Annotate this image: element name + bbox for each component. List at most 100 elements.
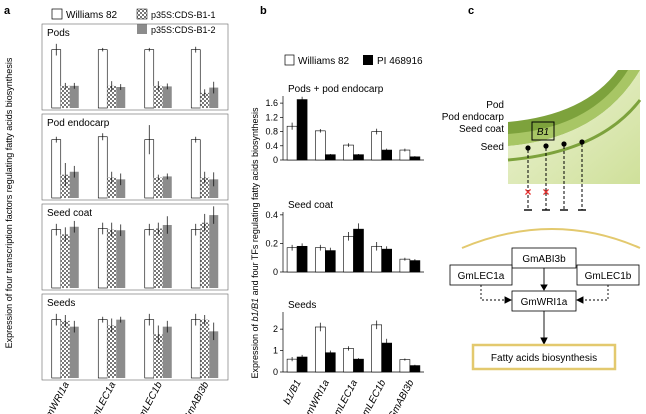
bar-williams-82-gmwri1a — [314, 130, 326, 161]
subplot-frame — [41, 113, 229, 201]
bar-pi-468916-gmlec1a — [353, 154, 364, 161]
bar-pi-468916-gmabi3b — [409, 365, 421, 373]
subplot-a-pod-endocarp: Pod endocarp — [41, 113, 229, 201]
bar-williams-82-b1-b1 — [286, 247, 298, 273]
bar-p35s-cds-b1-2-gmwri1a — [69, 326, 79, 378]
subplot-frame — [41, 293, 229, 381]
bar-p35s-cds-b1-1-gmlec1b — [153, 177, 163, 198]
panel-letter-a: a — [4, 5, 11, 17]
bar-williams-82-gmwri1a — [51, 229, 62, 289]
gene-b1-box — [531, 121, 555, 141]
pod-wall-outer — [508, 70, 640, 146]
y-tick-label: 0.2 — [265, 238, 278, 248]
subplot-title: Seeds — [47, 298, 75, 309]
bar-pi-468916-gmwri1a — [324, 250, 336, 273]
arrowhead-lec1a — [504, 296, 513, 304]
bar-p35s-cds-b1-1-gmlec1b — [153, 85, 163, 108]
bar-p35s-cds-b1-2-gmlec1b — [162, 225, 172, 288]
y-tick-label: 2 — [273, 324, 278, 334]
legend-label-williams82: Williams 82 — [66, 10, 118, 21]
bar-p35s-cds-b1-1-gmlec1b — [153, 334, 163, 378]
bar-p35s-cds-b1-1-gmwri1a — [60, 234, 70, 288]
x-tick-label-gmwri1a: GmWRI1a — [40, 380, 72, 414]
bar-pi-468916-b1-b1 — [296, 99, 308, 161]
panel-a: Williams 82 p35S:CDS-B1-1 p35S:CDS-B1-2 … — [4, 8, 229, 414]
bar-williams-82-gmabi3b — [190, 49, 201, 109]
legend-swatch-b1-2 — [137, 24, 147, 34]
bar-williams-82-gmabi3b — [190, 229, 201, 289]
cross-mark: × — [542, 185, 549, 199]
seed-dot — [543, 143, 549, 149]
node-gmwri1a-label: GmWRI1a — [521, 297, 568, 308]
bar-williams-82-gmlec1a — [343, 144, 354, 161]
bar-williams-82-gmwri1a — [51, 319, 62, 379]
bar-p35s-cds-b1-1-gmabi3b — [200, 177, 210, 198]
bar-williams-82-gmwri1a — [314, 326, 326, 373]
x-tick-label-gmlec1a: GmLEC1a — [329, 378, 361, 414]
y-tick-label: 0 — [273, 155, 278, 165]
subplot-title: Seed coat — [47, 208, 92, 219]
pod-endocarp-layer — [508, 70, 640, 146]
bar-pi-468916-b1-b1 — [296, 245, 308, 273]
bar-williams-82-gmlec1a — [97, 49, 108, 109]
bar-williams-82-gmabi3b — [190, 139, 201, 199]
bar-pi-468916-gmabi3b — [409, 260, 421, 273]
subplot-a-seeds: Seeds — [41, 293, 229, 381]
regulatory-arrows — [480, 268, 609, 346]
y-tick-label: 1.6 — [265, 98, 278, 108]
legend-label-pi468916: PI 468916 — [377, 56, 423, 67]
bar-williams-82-gmlec1a — [97, 319, 108, 379]
bar-williams-82-gmlec1a — [97, 228, 108, 289]
x-tick-label-gmlec1b: GmLEC1b — [133, 380, 165, 414]
legend-label-williams82-b: Williams 82 — [298, 56, 350, 67]
y-tick-label: 0 — [273, 267, 278, 277]
legend-a: Williams 82 p35S:CDS-B1-1 p35S:CDS-B1-2 — [51, 8, 216, 35]
panel-letter-b: b — [260, 5, 267, 17]
y-tick-label: 0.8 — [265, 127, 278, 137]
x-tick-label-gmabi3b: GmABI3b — [181, 380, 211, 414]
legend-label-b1-2: p35S:CDS-B1-2 — [151, 25, 216, 35]
bar-williams-82-b1-b1 — [286, 125, 298, 161]
subplot-b-pods-pod-endocarp: Pods + pod endocarp 0 0.4 0.8 1.2 1.6 — [265, 84, 424, 165]
bar-p35s-cds-b1-2-gmwri1a — [69, 226, 79, 288]
bar-p35s-cds-b1-2-gmlec1a — [116, 319, 126, 378]
bar-williams-82-gmabi3b — [399, 359, 411, 373]
bar-pi-468916-gmlec1b — [381, 248, 393, 273]
bar-p35s-cds-b1-2-gmlec1b — [162, 326, 172, 378]
bar-pi-468916-gmwri1a — [324, 154, 336, 161]
subplot-title: Pods + pod endocarp — [288, 84, 384, 95]
legend-b: Williams 82 PI 468916 — [284, 54, 423, 67]
bar-williams-82-gmlec1b — [144, 49, 155, 109]
bar-p35s-cds-b1-1-gmabi3b — [200, 92, 210, 108]
bar-williams-82-gmwri1a — [314, 247, 326, 273]
bar-williams-82-gmlec1a — [343, 235, 354, 273]
seed-dot — [561, 141, 567, 147]
ylabel-b-gene: b1/B1 — [250, 298, 260, 322]
bar-pi-468916-gmlec1a — [353, 228, 364, 273]
bar-williams-82-gmlec1b — [371, 324, 383, 373]
arrowhead-lec1b — [575, 296, 584, 304]
ylabel-b-part-2: and four TFs regulating fatty acids bios… — [250, 107, 260, 298]
bar-p35s-cds-b1-2-gmabi3b — [209, 331, 219, 378]
x-tick-label-b1-b1: b1/B1 — [282, 378, 304, 406]
output-fatty-acids-box — [471, 343, 617, 371]
y-tick-label: 0.4 — [265, 141, 278, 151]
arrow-lec1b-to-wri1a — [580, 285, 609, 301]
tissue-label-pod: Pod — [486, 100, 504, 111]
bar-williams-82-gmlec1b — [144, 319, 155, 379]
ylabel-a: Expression of four transcription factors… — [4, 57, 14, 348]
bar-p35s-cds-b1-2-gmlec1a — [116, 230, 126, 288]
panel-b: Williams 82 PI 468916 Expression of b1/B… — [250, 54, 424, 414]
bar-pi-468916-gmlec1a — [353, 358, 364, 373]
legend-swatch-pi468916 — [363, 55, 373, 65]
bar-williams-82-gmlec1b — [371, 131, 383, 161]
bar-pi-468916-gmlec1b — [381, 342, 393, 373]
subplot-title: Seeds — [288, 300, 316, 311]
subplot-title: Seed coat — [288, 200, 333, 211]
gene-b1-label: B1 — [537, 127, 549, 138]
y-tick-label: 0 — [273, 367, 278, 377]
bar-williams-82-gmabi3b — [399, 258, 411, 273]
x-tick-label-gmlec1b: GmLEC1b — [357, 378, 389, 414]
ylabel-b-part-1: Expression of — [250, 321, 260, 378]
